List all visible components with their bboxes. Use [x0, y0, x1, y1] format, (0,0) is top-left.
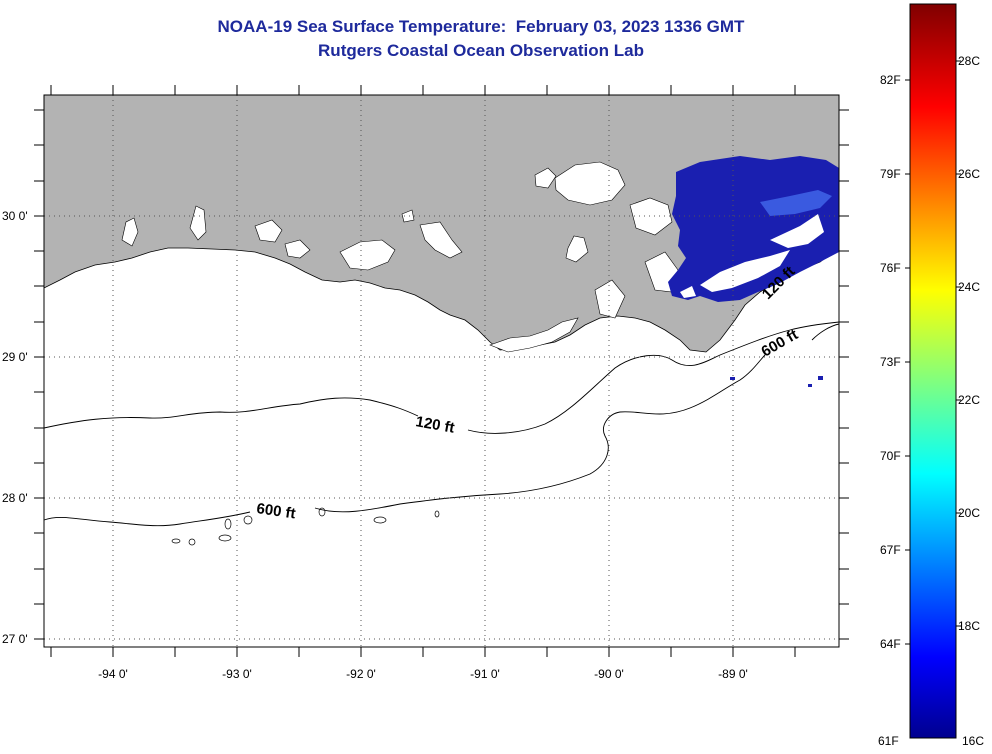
sst-pixel	[818, 376, 823, 380]
sst-pixel	[808, 384, 812, 387]
map-ticks	[34, 85, 849, 657]
colorbar-gradient	[909, 3, 957, 739]
lon-label-92: -92 0'	[346, 667, 376, 681]
lake-small-1	[534, 167, 557, 189]
isobath-label-120ft-west: 120 ft	[414, 413, 456, 437]
lat-label-28: 28 0'	[2, 491, 28, 505]
lon-label-91: -91 0'	[470, 667, 500, 681]
lon-label-94: -94 0'	[98, 667, 128, 681]
sst-map: 120 ft 600 ft 120 ft 600 ft	[2, 85, 849, 681]
graticule	[44, 95, 839, 647]
colorbar-c-label: 26C	[958, 167, 980, 181]
colorbar-f-label: 73F	[880, 355, 901, 369]
map-frame	[43, 94, 840, 648]
isobath-rings	[171, 507, 440, 546]
isobath-600ft	[43, 323, 840, 527]
lat-label-30: 30 0'	[2, 209, 28, 223]
colorbar-c-label: 24C	[958, 280, 980, 294]
colorbar-f-label: 64F	[880, 637, 901, 651]
lake-white	[284, 239, 311, 259]
delta-marsh	[489, 317, 579, 353]
isobath-120ft	[43, 321, 840, 434]
colorbar-c-label: 16C	[962, 734, 984, 748]
colorbar-c-label: 22C	[958, 393, 980, 407]
colorbar-f-label: 61F	[878, 734, 899, 748]
colorbar-ticks	[905, 60, 961, 645]
sst-cold-patch	[668, 156, 839, 302]
map-title: NOAA-19 Sea Surface Temperature: Februar…	[217, 17, 745, 36]
colorbar-f-label: 79F	[880, 167, 901, 181]
lat-label-27: 27 0'	[2, 632, 28, 646]
bay-atchafalaya	[419, 221, 463, 259]
sst-gap-3	[680, 286, 696, 298]
colorbar-f-label: 82F	[880, 73, 901, 87]
colorbar-c-label: 20C	[958, 506, 980, 520]
map-subtitle: Rutgers Coastal Ocean Observation Lab	[318, 41, 644, 60]
lake-salvador	[565, 235, 589, 263]
lon-label-93: -93 0'	[222, 667, 252, 681]
lat-label-29: 29 0'	[2, 350, 28, 364]
isobath-label-600ft-west: 600 ft	[255, 500, 296, 522]
barataria-marsh	[594, 279, 626, 319]
sst-gap-1	[770, 214, 824, 248]
lake-grand	[254, 219, 283, 243]
land-mass	[43, 94, 840, 353]
colorbar-c-label: 28C	[958, 54, 980, 68]
lake-sabine	[121, 217, 139, 247]
sst-pixel	[730, 377, 735, 380]
lake-pontchartrain	[554, 161, 626, 206]
colorbar-c-label: 18C	[958, 619, 980, 633]
colorbar-f-label: 76F	[880, 261, 901, 275]
lon-label-89: -89 0'	[718, 667, 748, 681]
sst-gap-2	[700, 250, 790, 292]
colorbar-f-label: 67F	[880, 543, 901, 557]
bay-vermilion	[339, 239, 396, 271]
lon-label-90: -90 0'	[594, 667, 624, 681]
sst-cool-streak	[760, 190, 832, 216]
lake-small-2	[401, 209, 415, 223]
colorbar-f-label: 70F	[880, 449, 901, 463]
lake-borgne	[629, 197, 673, 236]
lake-calcasieu	[189, 205, 207, 241]
